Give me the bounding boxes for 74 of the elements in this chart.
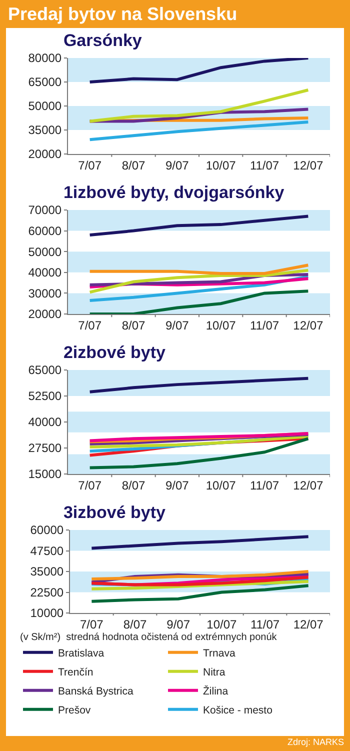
- legend-label: Trenčín: [58, 666, 94, 678]
- line-series: [88, 435, 310, 448]
- y-tick-label: 60000: [30, 523, 64, 538]
- x-tick-label: 11/07: [250, 158, 280, 172]
- x-tick-label: 7/07: [78, 478, 102, 492]
- x-tick-label: 10/07: [206, 617, 238, 632]
- text: (v Sk/m²) stredná hodnota očistená od extrémnych ponúk: [20, 632, 278, 643]
- line-series: [88, 290, 310, 314]
- legend-label: Nitra: [203, 666, 226, 678]
- line-series: [88, 214, 310, 236]
- legend-label: Prešov: [58, 704, 92, 716]
- legend-label: Bratislava: [58, 647, 104, 660]
- y-tick-label: 40000: [28, 266, 62, 280]
- line-series: [88, 376, 310, 394]
- y-tick-label: 50000: [28, 244, 62, 259]
- chart-title: Garsónky: [63, 30, 142, 50]
- y-tick-label: 60000: [28, 224, 62, 238]
- legend-label: Košice - mesto: [203, 704, 273, 716]
- y-tick-label: 35000: [30, 564, 64, 579]
- x-tick-label: 8/07: [122, 318, 146, 332]
- x-tick-label: 8/07: [122, 158, 146, 172]
- x-tick-label: 9/07: [165, 478, 190, 492]
- line-series: [90, 576, 310, 586]
- chart-title: 1izbové byty, dvojgarsónky: [63, 182, 285, 202]
- x-tick-label: 8/07: [122, 478, 146, 492]
- line-series: [88, 58, 310, 84]
- x-tick-label: 9/07: [166, 617, 190, 632]
- legend-label: Žilina: [203, 684, 228, 698]
- x-tick-label: 12/07: [293, 158, 324, 172]
- x-tick-label: 9/07: [165, 318, 190, 332]
- x-tick-label: 11/07: [250, 617, 280, 632]
- legend-label: Trnava: [203, 647, 236, 660]
- x-tick-label: 11/07: [250, 318, 280, 332]
- y-tick-label: 70000: [28, 203, 62, 218]
- x-tick-label: 7/07: [78, 318, 102, 332]
- x-tick-label: 10/07: [206, 158, 236, 172]
- line-series: [88, 268, 310, 294]
- line-series: [90, 584, 310, 603]
- y-tick-label: 50000: [28, 99, 62, 114]
- x-tick-label: 12/07: [293, 318, 324, 332]
- x-tick-label: 10/07: [206, 318, 236, 332]
- y-tick-label: 65000: [28, 363, 62, 378]
- x-tick-label: 12/07: [293, 478, 324, 492]
- x-tick-label: 12/07: [293, 617, 324, 632]
- y-tick-label: 10000: [30, 606, 64, 620]
- y-tick-label: 35000: [28, 123, 62, 138]
- x-tick-label: 11/07: [250, 478, 280, 492]
- text: Predaj bytov na Slovensku: [7, 3, 238, 26]
- chart-title: 3izbové byty: [63, 502, 166, 522]
- y-tick-label: 27500: [28, 441, 62, 456]
- line-series: [90, 535, 310, 550]
- y-tick-label: 40000: [28, 415, 62, 430]
- line-series: [88, 437, 310, 470]
- y-tick-label: 52500: [28, 389, 62, 404]
- x-tick-label: 8/07: [123, 617, 147, 632]
- y-tick-label: 47500: [30, 544, 64, 558]
- chart-title: 2izbové byty: [63, 342, 166, 362]
- line-series: [90, 580, 310, 590]
- x-tick-label: 7/07: [78, 158, 102, 172]
- y-tick-label: 22500: [30, 585, 64, 600]
- text: Zdroj: NARKS: [286, 736, 344, 748]
- line-series: [90, 570, 310, 580]
- line-series: [88, 120, 310, 142]
- y-tick-label: 15000: [28, 467, 62, 482]
- y-tick-label: 80000: [28, 51, 62, 66]
- legend-label: Banská Bystrica: [58, 685, 134, 698]
- y-tick-label: 30000: [28, 286, 62, 300]
- x-tick-label: 7/07: [80, 617, 104, 632]
- line-series: [88, 88, 310, 123]
- y-tick-label: 20000: [28, 307, 62, 322]
- x-tick-label: 9/07: [165, 158, 190, 172]
- x-tick-label: 10/07: [206, 478, 236, 492]
- y-tick-label: 20000: [28, 147, 62, 162]
- y-tick-label: 65000: [28, 75, 62, 90]
